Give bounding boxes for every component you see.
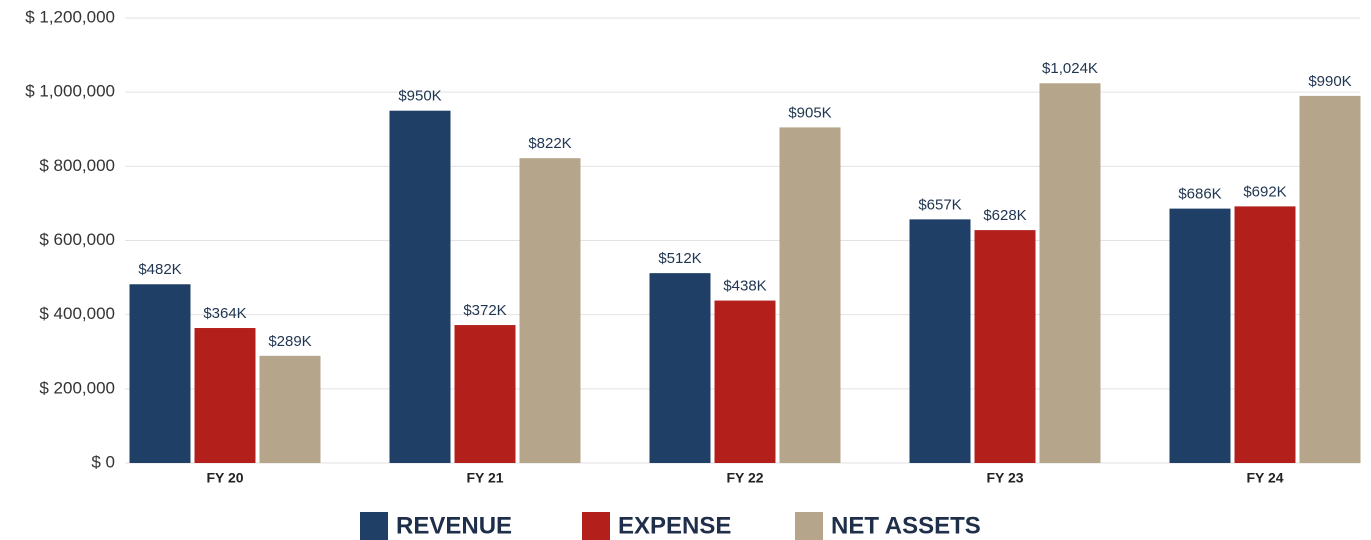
- x-tick-label: FY 23: [986, 470, 1023, 486]
- value-label: $950K: [398, 88, 441, 105]
- value-label: $905K: [788, 104, 831, 121]
- value-label: $364K: [203, 305, 246, 322]
- legend-label: EXPENSE: [618, 512, 731, 539]
- bar: [194, 328, 256, 463]
- value-label: $686K: [1178, 186, 1221, 203]
- value-label: $990K: [1308, 73, 1351, 90]
- value-label: $628K: [983, 207, 1026, 224]
- bar: [454, 325, 516, 463]
- x-tick-label: FY 24: [1246, 470, 1283, 486]
- bar: [1169, 208, 1231, 463]
- bar: [1299, 95, 1361, 463]
- bar: [389, 110, 451, 463]
- x-tick-label: FY 21: [466, 470, 503, 486]
- legend-swatch: [795, 512, 823, 540]
- bar: [1039, 83, 1101, 464]
- value-label: $1,024K: [1042, 60, 1098, 77]
- legend-swatch: [360, 512, 388, 540]
- y-tick-label: $ 0: [91, 452, 115, 471]
- value-label: $482K: [138, 261, 181, 278]
- legend-swatch: [582, 512, 610, 540]
- bar: [779, 127, 841, 463]
- x-tick-label: FY 22: [726, 470, 763, 486]
- legend-label: NET ASSETS: [831, 512, 981, 539]
- value-label: $692K: [1243, 183, 1286, 200]
- x-tick-label: FY 20: [206, 470, 243, 486]
- y-tick-label: $ 400,000: [39, 304, 115, 323]
- legend-label: REVENUE: [396, 512, 512, 539]
- bar: [1234, 206, 1296, 463]
- bar: [909, 219, 971, 463]
- y-tick-label: $ 200,000: [39, 378, 115, 397]
- y-tick-label: $ 600,000: [39, 230, 115, 249]
- value-label: $289K: [268, 333, 311, 350]
- value-label: $822K: [528, 135, 571, 152]
- value-label: $512K: [658, 250, 701, 267]
- bar: [714, 300, 776, 463]
- value-label: $372K: [463, 302, 506, 319]
- y-tick-label: $ 1,200,000: [25, 7, 115, 26]
- value-label: $438K: [723, 278, 766, 295]
- bar: [129, 284, 191, 463]
- bar: [519, 158, 581, 464]
- bar: [259, 355, 321, 463]
- bar: [974, 230, 1036, 463]
- bar: [649, 273, 711, 463]
- value-label: $657K: [918, 196, 961, 213]
- y-tick-label: $ 1,000,000: [25, 82, 115, 101]
- y-tick-label: $ 800,000: [39, 156, 115, 175]
